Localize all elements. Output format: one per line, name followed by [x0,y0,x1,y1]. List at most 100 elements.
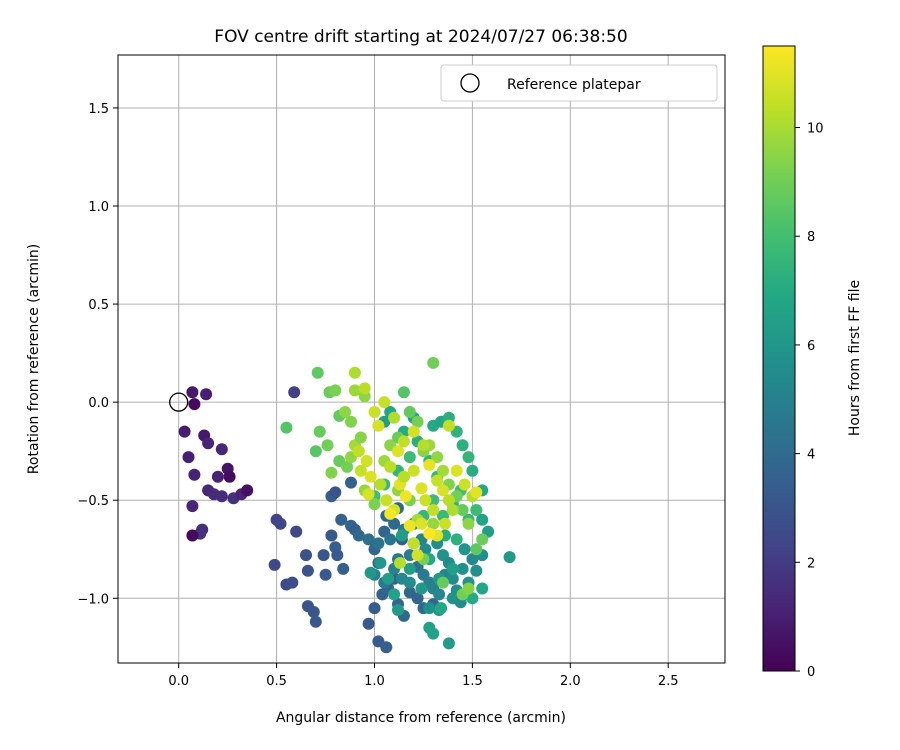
scatter-point [362,533,375,546]
scatter-point [456,504,469,516]
scatter-point [437,484,449,497]
scatter-point [188,468,201,481]
scatter-point [415,482,428,495]
scatter-point [211,470,224,483]
scatter-point [319,568,332,581]
scatter-point [372,537,385,550]
scatter-point [476,582,489,595]
y-tick-label: −1.0 [77,592,109,607]
scatter-point [362,617,375,630]
scatter-point [407,425,420,438]
y-tick-label: 0.0 [88,396,109,411]
scatter-point [388,411,401,424]
scatter-point [442,637,455,650]
grid-lines [118,55,725,663]
scatter-point [442,494,455,507]
scatter-point [223,470,236,483]
scatter-point [358,382,371,395]
scatter-point [423,527,436,540]
scatter-point [433,588,446,601]
chart-title: FOV centre drift starting at 2024/07/27 … [214,27,627,47]
scatter-point [456,562,469,575]
colorbar-tick-label: 4 [807,448,815,463]
y-axis-ticks: −1.0 −0.5 0.0 0.5 1.0 1.5 [77,102,118,607]
scatter-point [354,464,367,477]
scatter-point [364,470,377,483]
scatter-point [397,435,410,448]
scatter-point [348,384,361,397]
scatter-point [374,478,387,491]
scatter-point [403,451,416,464]
scatter-point [325,529,338,542]
scatter-point [456,439,469,452]
scatter-point [399,490,412,503]
scatter-point [380,641,393,654]
x-tick-label: 1.5 [462,674,483,689]
x-tick-label: 0.0 [168,674,189,689]
scatter-point [274,517,287,530]
scatter-point [268,558,281,571]
scatter-point [280,421,293,434]
scatter-point [466,553,479,566]
colorbar-tick-label: 8 [807,230,815,245]
y-tick-label: −0.5 [77,494,109,509]
y-axis-title: Rotation from reference (arcmin) [26,244,42,474]
scatter-point [182,451,195,464]
scatter-point [311,366,324,379]
scatter-point [378,396,391,409]
colorbar-ticks: 0 2 4 6 8 10 [795,122,824,680]
x-tick-label: 2.5 [658,674,679,689]
scatter-point [362,488,375,501]
scatter-point [427,504,440,516]
scatter-point [450,464,463,477]
scatter-point [431,474,444,487]
scatter-point [388,588,401,601]
legend: Reference platepar [440,64,718,102]
scatter-point [415,517,428,530]
scatter-point [368,498,381,511]
scatter-point [202,437,215,450]
scatter-point [411,592,424,605]
scatter-point [462,517,475,530]
scatter-point [476,513,489,526]
scatter-point [476,533,489,546]
y-tick-label: 1.5 [88,102,109,117]
scatter-point [419,494,432,507]
colorbar-tick-label: 6 [807,339,815,354]
scatter-point [427,627,440,640]
scatter-point [384,533,397,546]
scatter-point [368,406,381,418]
scatter-point [415,582,428,595]
scatter-point [309,615,322,628]
scatter-point [368,602,381,615]
scatter-point [317,549,330,562]
scatter-point [374,557,387,569]
data-points [178,356,516,654]
scatter-point [437,464,449,477]
scatter-point [403,519,416,532]
scatter-point [462,582,475,595]
plot-frame [117,54,726,664]
scatter-point [423,458,436,471]
legend-marker-icon [460,73,480,93]
scatter-point [186,386,199,399]
scatter-point [437,576,449,589]
scatter-point [360,455,373,467]
scatter-point [288,386,301,399]
scatter-point [286,576,299,589]
scatter-point [301,564,314,577]
scatter-point [417,439,430,452]
scatter-point [392,445,404,458]
legend-entry-label: Reference platepar [507,77,641,93]
scatter-point [403,576,416,589]
scatter-point [395,529,408,542]
scatter-point [329,384,342,397]
scatter-point [348,366,361,379]
scatter-point [446,562,459,575]
scatter-point [446,572,459,585]
scatter-point [364,566,377,579]
scatter-point [439,517,451,530]
scatter-point [178,425,191,438]
scatter-point [352,529,365,542]
